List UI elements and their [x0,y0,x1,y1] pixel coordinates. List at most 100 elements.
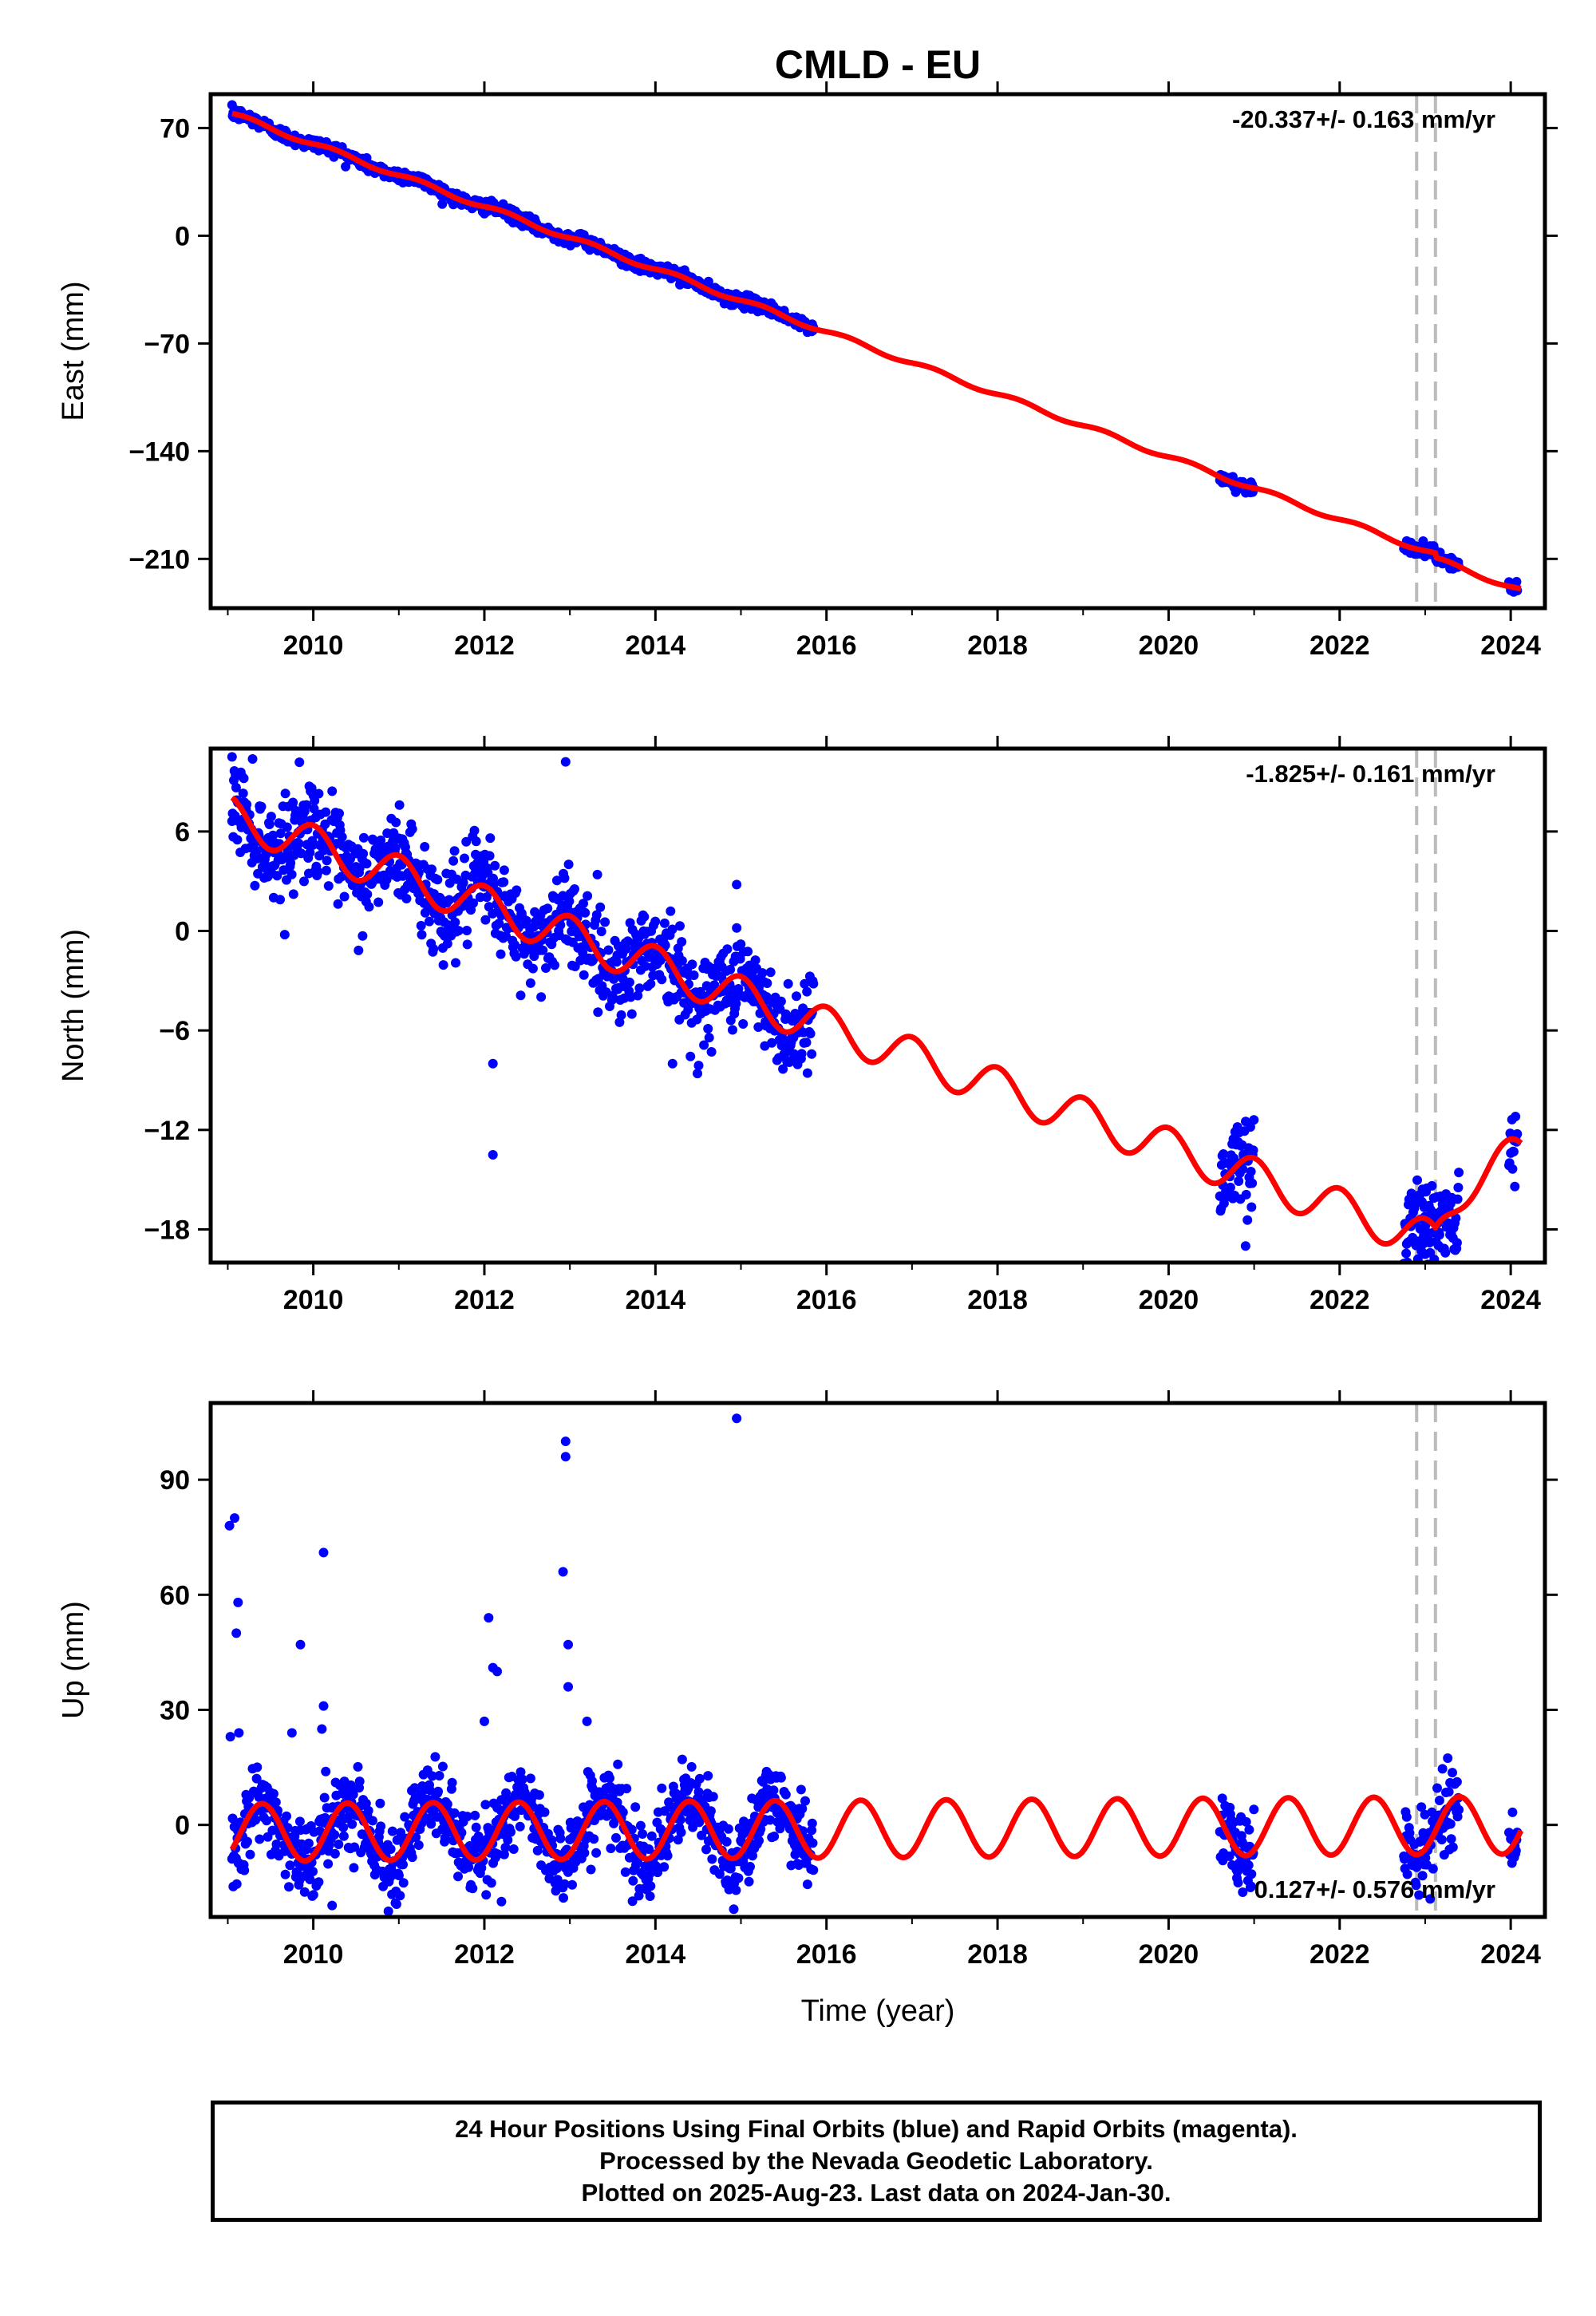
data-point [1247,1178,1258,1188]
data-point [635,1820,646,1831]
data-point [750,955,760,966]
data-point [394,800,405,810]
data-point [268,830,279,840]
data-point [796,1784,806,1795]
data-point [327,786,338,796]
data-point [605,1773,614,1784]
data-point [1434,1230,1444,1240]
xtick-label: 2020 [1139,630,1199,661]
data-point [1401,1812,1412,1822]
data-point [600,917,610,927]
data-point [694,1773,705,1784]
data-point [242,800,252,809]
data-point [250,880,260,891]
data-point [744,1876,754,1887]
data-point [354,945,364,955]
data-point [330,1848,340,1859]
xtick-label: 2014 [626,1939,686,1970]
data-point [1507,1807,1518,1817]
data-point [444,895,454,905]
data-point-outlier [560,1437,571,1447]
data-point [387,1826,397,1836]
data-point [460,853,469,864]
data-point [515,1821,525,1832]
xlabel-up: Time (year) [801,1994,955,2028]
data-point [308,840,318,850]
data-point [704,1033,714,1043]
data-point-outlier [563,1682,574,1692]
data-point [630,1802,641,1812]
velocity-label-north: -1.825+/- 0.161 mm/yr [1246,760,1495,788]
footer-line-2: Processed by the Nevada Geodetic Laborat… [599,2147,1153,2175]
data-point [444,878,455,888]
data-point [494,919,504,929]
data-point-outlier [492,1666,503,1677]
data-point [401,894,412,903]
data-point [294,1816,305,1827]
data-point [753,1022,764,1032]
data-point [321,865,331,875]
frame-east [208,92,1547,611]
data-point [305,1875,315,1884]
ytick-label: 6 [175,817,190,848]
data-point [437,1761,448,1772]
data-point [662,1851,673,1861]
footer-line-1: 24 Hour Positions Using Final Orbits (bl… [455,2115,1298,2143]
data-point [339,891,350,902]
ylabel-east: East (mm) [57,281,90,421]
data-point [603,945,614,955]
data-point [416,920,426,931]
data-point [433,875,443,885]
data-point-outlier [230,1513,240,1524]
data-point-outlier [1240,1241,1250,1251]
data-point [558,891,568,901]
data-point [486,1878,496,1888]
data-point [453,1871,463,1882]
data-point [306,783,317,793]
data-point [420,842,430,852]
data-point [433,1786,443,1796]
data-point [321,807,331,817]
data-point [461,836,472,847]
data-point [693,1069,702,1079]
data-point [437,199,448,209]
data-point [299,1887,310,1897]
data-point [626,1009,637,1019]
data-point [350,1842,360,1852]
data-point [506,1827,516,1837]
xtick-label: 2014 [626,630,686,661]
data-point [362,889,373,899]
data-point [723,1824,733,1834]
data-point [458,878,468,888]
data-point [499,865,509,875]
data-point [640,961,650,971]
data-point [555,920,566,931]
data-point [429,944,439,954]
data-point [622,1784,632,1794]
data-point [624,977,634,987]
data-point [481,1890,492,1900]
data-point [264,820,275,829]
data-point [701,1844,711,1855]
xtick-label: 2022 [1310,1285,1370,1315]
data-point-outlier [732,1413,742,1424]
data-point [745,1862,755,1871]
velocity-label-up: 0.127+/- 0.576 mm/yr [1254,1875,1495,1903]
footer-line-3: Plotted on 2025-Aug-23. Last data on 202… [581,2179,1171,2207]
data-point-outlier [560,757,571,767]
data-point [1219,1149,1229,1159]
data-point [337,832,347,842]
data-point [731,1885,741,1895]
data-point [1234,1176,1244,1186]
data-point [469,825,480,836]
data-point [596,927,606,937]
data-point [1452,1777,1462,1787]
data-point [448,856,459,866]
data-point [294,838,304,848]
data-point [807,1818,817,1828]
data-point [376,835,386,845]
data-point [449,846,460,856]
data-point [525,1773,535,1784]
data-point [666,906,676,916]
data-point [296,848,306,859]
